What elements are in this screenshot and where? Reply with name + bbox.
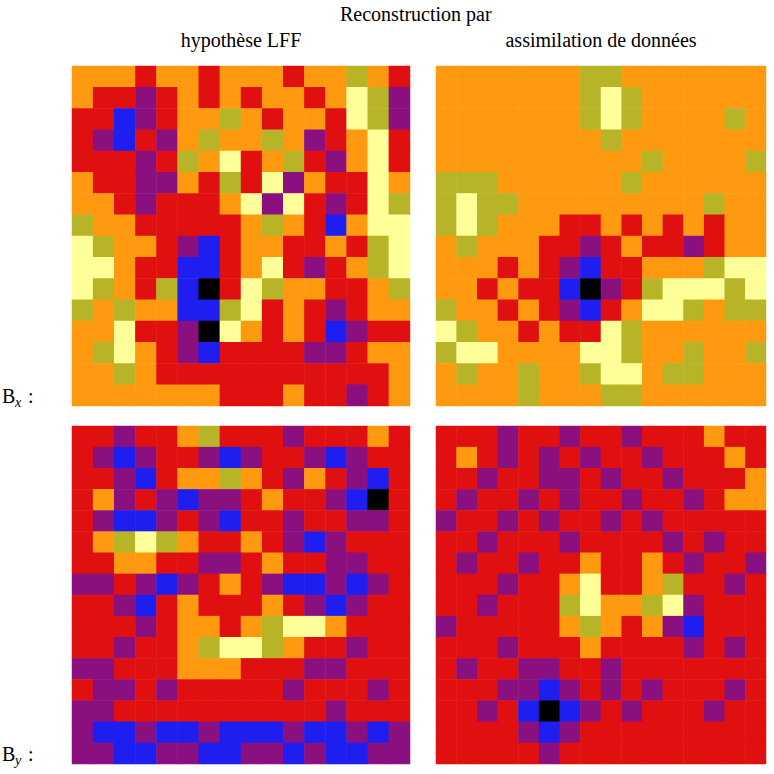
svg-text::: :	[28, 743, 34, 765]
svg-text::: :	[28, 385, 34, 407]
svg-text:hypothèse LFF: hypothèse LFF	[181, 29, 302, 52]
svg-text:x: x	[14, 395, 22, 410]
svg-text:B: B	[2, 743, 15, 765]
svg-text:assimilation de données: assimilation de données	[505, 29, 696, 51]
svg-text:Reconstruction par: Reconstruction par	[340, 3, 492, 26]
svg-text:y: y	[13, 753, 22, 768]
svg-text:B: B	[2, 385, 15, 407]
